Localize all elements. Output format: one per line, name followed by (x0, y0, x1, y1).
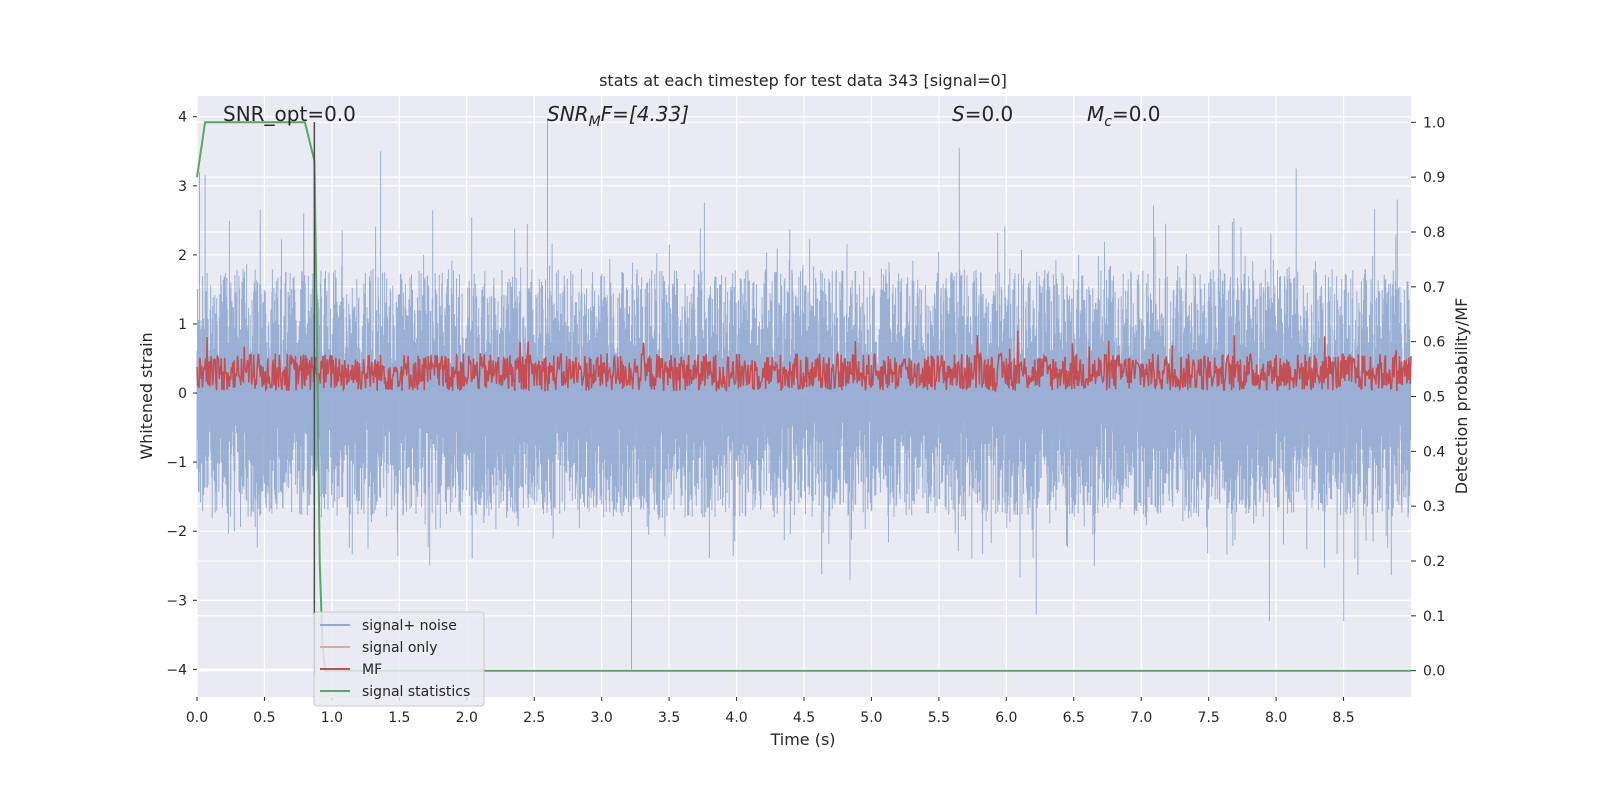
y-tick-label: −1 (166, 455, 187, 471)
x-tick-label: 5.0 (860, 710, 882, 726)
x-tick-label: 1.5 (388, 710, 410, 726)
y-tick-label: −2 (166, 524, 187, 540)
legend-label-mf: MF (362, 662, 382, 678)
y-tick-label: 3 (178, 179, 187, 195)
y-tick-label: −3 (166, 593, 187, 609)
chart-title: stats at each timestep for test data 343… (599, 71, 1007, 90)
annotation-snr-opt: SNR_opt=0.0 (223, 102, 356, 126)
y-tick-label: 0 (178, 386, 187, 402)
x-tick-label: 6.0 (995, 710, 1017, 726)
y2-tick-label: 0.6 (1423, 335, 1445, 351)
y2-tick-label: 0.8 (1423, 225, 1445, 241)
x-tick-label: 3.0 (591, 710, 613, 726)
x-tick-labels: 0.0 0.5 1.0 1.5 2.0 2.5 3.0 3.5 4.0 4.5 5.0 5.5 6.0 6… (186, 697, 1355, 726)
y2-tick-label: 0.1 (1423, 609, 1445, 625)
y2-tick-label: 1.0 (1423, 115, 1445, 131)
x-tick-label: 0.0 (186, 710, 208, 726)
x-tick-label: 4.0 (725, 710, 747, 726)
legend: signal+ noise signal only MF signal stat… (313, 611, 485, 707)
series-mf (196, 330, 1412, 393)
y2-axis-label: Detection probability/MF (1452, 298, 1471, 495)
y2-tick-label: 0.0 (1423, 664, 1445, 680)
x-tick-label: 2.5 (523, 710, 545, 726)
y-tick-label: 4 (178, 110, 187, 126)
x-tick-label: 1.0 (321, 710, 343, 726)
x-tick-label: 8.0 (1265, 710, 1287, 726)
x-axis-label: Time (s) (769, 730, 835, 749)
y2-tick-label: 0.4 (1423, 444, 1445, 460)
x-tick-label: 7.5 (1198, 710, 1220, 726)
annotation-s: S=0.0 (952, 102, 1013, 126)
mf-line (196, 330, 1412, 393)
x-tick-label: 6.5 (1063, 710, 1085, 726)
x-tick-label: 0.5 (253, 710, 275, 726)
x-tick-label: 3.5 (658, 710, 680, 726)
x-tick-label: 8.5 (1332, 710, 1354, 726)
y-tick-label: 2 (178, 248, 187, 264)
y-axis-label: Whitened strain (137, 332, 156, 459)
y2-tick-labels: 1.0 0.9 0.8 0.7 0.6 0.5 0.4 0.3 0.2 0.1 0.0 (1411, 115, 1445, 680)
y-tick-label: −4 (166, 662, 187, 678)
y2-tick-label: 0.5 (1423, 390, 1445, 406)
legend-label-signal-only: signal only (362, 640, 437, 656)
y2-tick-label: 0.2 (1423, 554, 1445, 570)
y2-tick-label: 0.3 (1423, 499, 1445, 515)
x-tick-label: 4.5 (793, 710, 815, 726)
y2-tick-label: 0.7 (1423, 280, 1445, 296)
x-tick-label: 5.5 (928, 710, 950, 726)
legend-box (313, 611, 485, 707)
y2-tick-label: 0.9 (1423, 170, 1445, 186)
legend-label-signal-noise: signal+ noise (362, 618, 457, 634)
y-tick-labels: 4 3 2 1 0 −1 −2 −3 −4 (166, 110, 197, 678)
annotation-mc: Mc=0.0 (1087, 102, 1161, 130)
annotation-snr-mf: SNRMF=[4.33] (547, 102, 689, 130)
x-tick-label: 2.0 (456, 710, 478, 726)
legend-label-signal-statistics: signal statistics (362, 684, 470, 700)
x-tick-label: 7.0 (1130, 710, 1152, 726)
y-tick-label: 1 (178, 317, 187, 333)
